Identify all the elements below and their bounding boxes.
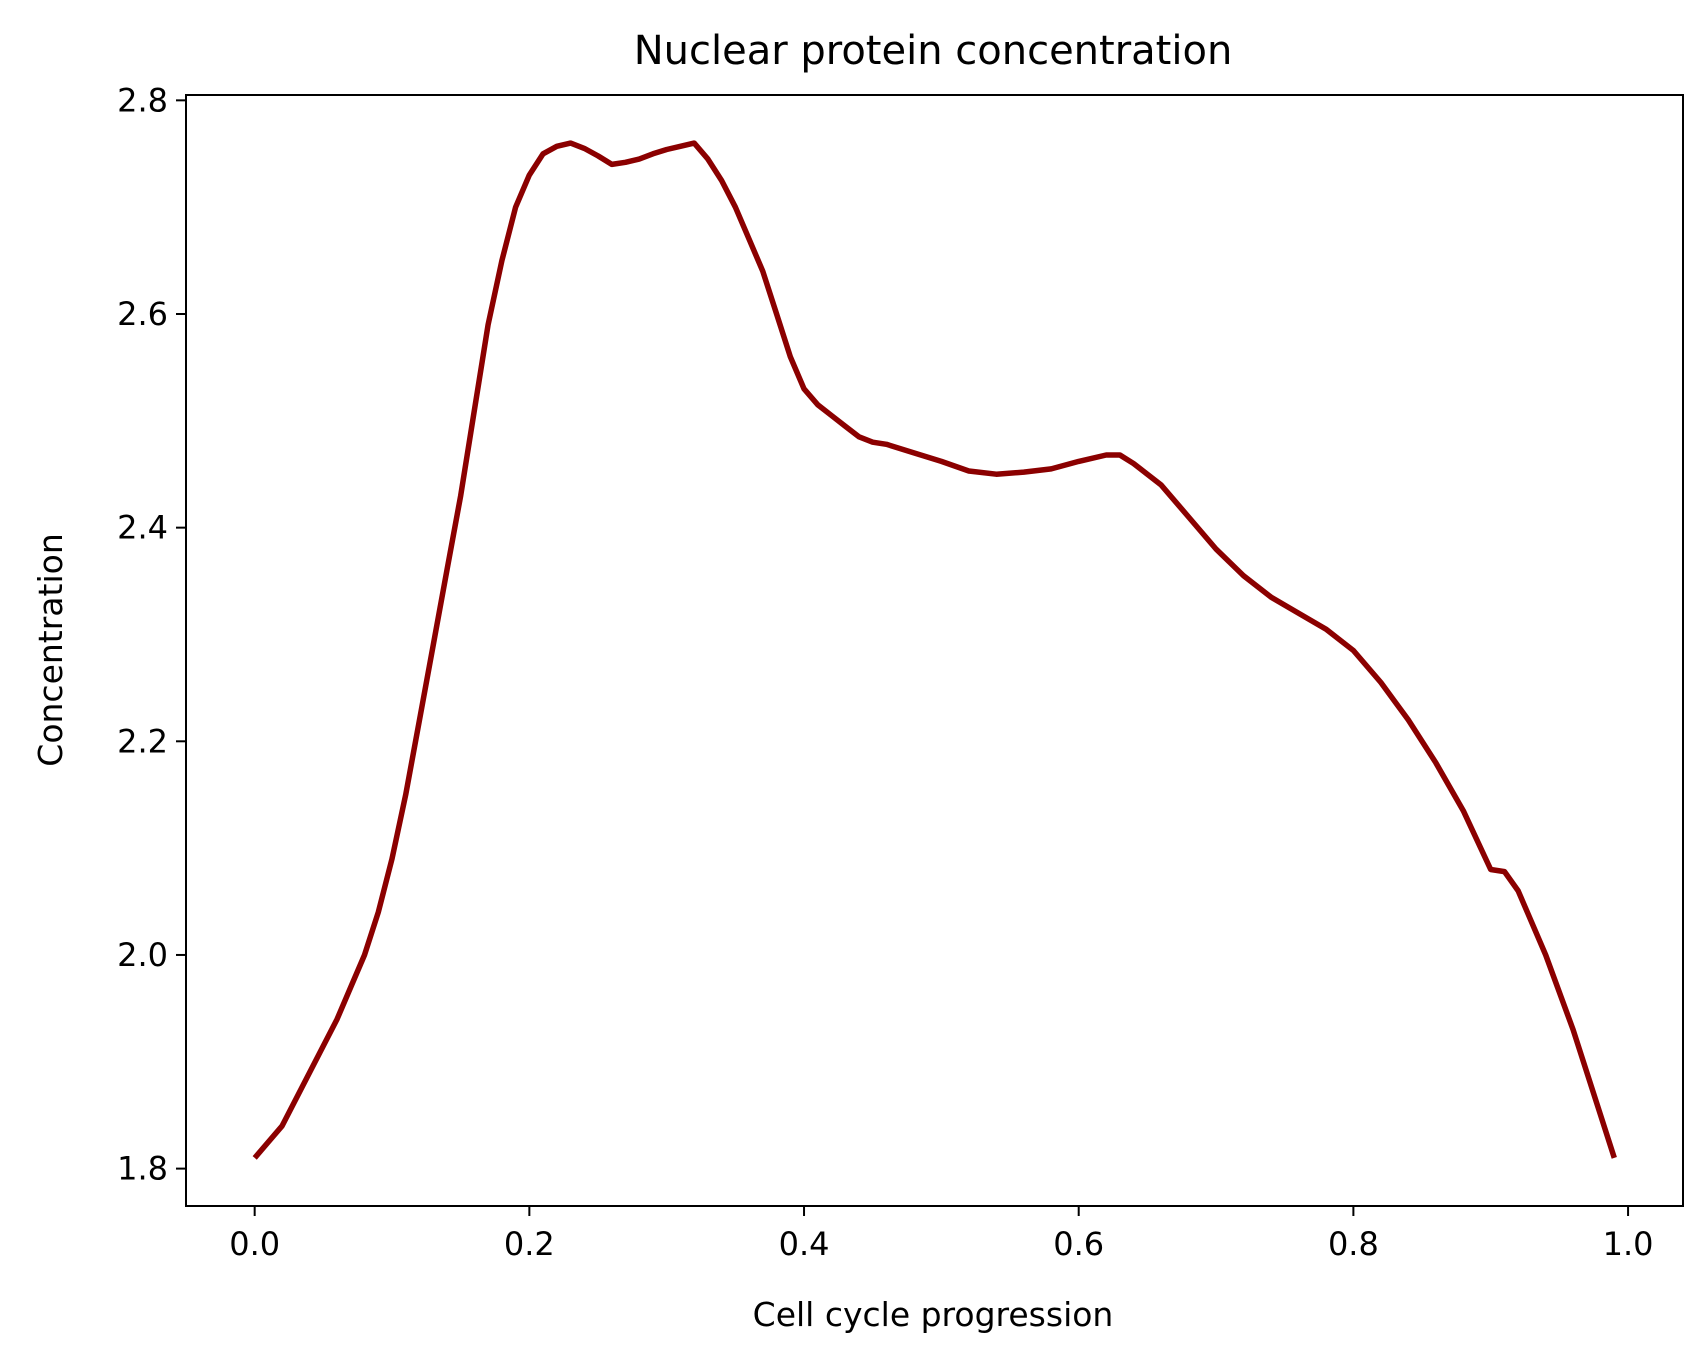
- y-tick-label: 2.4: [117, 509, 168, 547]
- y-tick-label: 2.2: [117, 722, 168, 760]
- y-axis-label: Concentration: [31, 533, 70, 766]
- x-tick-label: 0.6: [1053, 1225, 1104, 1263]
- chart-title: Nuclear protein concentration: [634, 28, 1233, 74]
- y-tick-label: 1.8: [117, 1150, 168, 1188]
- x-axis: 0.0 0.2 0.4 0.6 0.8 1.0: [229, 1206, 1654, 1263]
- x-tick-label: 0.8: [1328, 1225, 1379, 1263]
- y-tick-label: 2.6: [117, 295, 168, 333]
- y-axis: 1.8 2.0 2.2 2.4 2.6 2.8: [117, 81, 186, 1188]
- x-tick-label: 0.2: [504, 1225, 555, 1263]
- x-tick-label: 0.0: [229, 1225, 280, 1263]
- x-tick-label: 0.4: [779, 1225, 830, 1263]
- x-axis-label: Cell cycle progression: [753, 1295, 1114, 1334]
- x-tick-label: 1.0: [1603, 1225, 1654, 1263]
- concentration-line: [252, 140, 1617, 1160]
- plot-area: [185, 94, 1684, 1207]
- y-tick-label: 2.8: [117, 81, 168, 119]
- y-tick-label: 2.0: [117, 936, 168, 974]
